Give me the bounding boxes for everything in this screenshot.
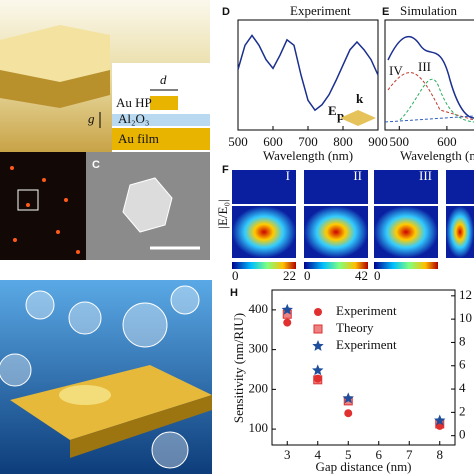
x-tick-label: 600 bbox=[437, 134, 457, 149]
x-tick-label: 4 bbox=[315, 447, 322, 462]
particles bbox=[10, 166, 80, 254]
y-tick-label: 300 bbox=[249, 341, 269, 356]
y2-tick-label: 10 bbox=[459, 310, 472, 325]
point bbox=[342, 392, 354, 404]
panel-label: E bbox=[382, 6, 389, 18]
colorbar-tick: 0 bbox=[374, 268, 381, 283]
bubbles bbox=[0, 285, 200, 469]
x-tick-label: 3 bbox=[284, 447, 291, 462]
point bbox=[312, 364, 324, 376]
point bbox=[313, 375, 323, 385]
x-axis-label: Gap distance (nm) bbox=[315, 459, 411, 474]
x-tick-label: 900 bbox=[368, 134, 388, 149]
sem-hexagon bbox=[122, 177, 173, 233]
inset-hp bbox=[150, 96, 178, 110]
al2o3-label: Al₂O₃ bbox=[118, 111, 149, 126]
k-label: k bbox=[356, 91, 364, 106]
zoom-box bbox=[17, 189, 39, 211]
mode-label: III bbox=[418, 59, 431, 74]
substrate-icon bbox=[340, 110, 376, 126]
y-tick-label: 400 bbox=[249, 301, 269, 316]
colorbar-tick: 22 bbox=[283, 268, 296, 283]
colorbar-title: |E/E₀| bbox=[215, 199, 230, 228]
point bbox=[281, 303, 293, 315]
x-tick-label: 8 bbox=[437, 447, 444, 462]
colorbar-tick: 0 bbox=[304, 268, 311, 283]
legend-label: Theory bbox=[336, 320, 374, 335]
y2-tick-label: 8 bbox=[459, 333, 466, 348]
substrate bbox=[10, 365, 212, 440]
x-tick-label: 500 bbox=[390, 134, 410, 149]
mode-label: II bbox=[353, 168, 362, 183]
y-tick-label: 200 bbox=[249, 380, 269, 395]
polarization-label: E bbox=[328, 103, 337, 118]
legend-marker bbox=[312, 340, 324, 351]
legend-marker bbox=[314, 308, 322, 316]
field-maps bbox=[232, 170, 474, 269]
sim-mode bbox=[399, 78, 474, 123]
inset-oxide bbox=[112, 114, 210, 126]
y2-tick-label: 0 bbox=[459, 427, 466, 442]
x-tick-label: 5 bbox=[345, 447, 352, 462]
au-film-label: Au film bbox=[118, 131, 159, 146]
d-label: d bbox=[160, 72, 167, 87]
x-tick-label: 500 bbox=[228, 134, 248, 149]
x-axis-label: Wavelength (nm) bbox=[400, 148, 474, 163]
hp bbox=[59, 385, 111, 405]
sim-title: Simulation bbox=[400, 3, 458, 18]
sim-frame bbox=[384, 19, 474, 131]
g-label: g bbox=[88, 111, 95, 126]
y2-tick-label: 2 bbox=[459, 403, 466, 418]
x-tick-label: 600 bbox=[263, 134, 283, 149]
x-tick-label: 700 bbox=[298, 134, 318, 149]
colorbar-tick: 0 bbox=[232, 268, 239, 283]
au-hp-label: Au HP bbox=[116, 95, 152, 110]
x-tick-label: 7 bbox=[406, 447, 413, 462]
mode-label: IV bbox=[389, 63, 403, 78]
panel-b-bg bbox=[0, 152, 86, 260]
point bbox=[434, 414, 446, 426]
legend-marker bbox=[313, 324, 323, 334]
legend-label: Experiment bbox=[336, 303, 397, 318]
y2-tick-label: 12 bbox=[459, 287, 472, 302]
hexagon-top bbox=[0, 25, 110, 82]
substrate-side bbox=[70, 395, 212, 458]
inset-film bbox=[112, 128, 210, 150]
colorbar-tick: 42 bbox=[355, 268, 368, 283]
mode-label: I bbox=[286, 168, 290, 183]
point bbox=[283, 318, 292, 327]
panel-label: D bbox=[222, 6, 230, 18]
point bbox=[344, 409, 353, 418]
sim-curve bbox=[387, 35, 474, 119]
sim-mode bbox=[387, 72, 474, 121]
y2-tick-label: 6 bbox=[459, 357, 466, 372]
hexagon-side bbox=[0, 70, 110, 108]
y2-tick-label: 4 bbox=[459, 380, 466, 395]
polarization-sub: p bbox=[337, 108, 344, 123]
spectrum-line bbox=[237, 34, 379, 112]
y-tick-label: 100 bbox=[249, 420, 269, 435]
h-frame bbox=[271, 289, 456, 446]
legend-label: Experiment bbox=[336, 337, 397, 352]
x-tick-label: 800 bbox=[333, 134, 353, 149]
x-axis-label: Wavelength (nm) bbox=[263, 148, 353, 163]
panel-label: C bbox=[92, 159, 100, 171]
mode-label: III bbox=[419, 168, 432, 183]
panel-label: H bbox=[230, 287, 238, 299]
plot-title: Experiment bbox=[290, 3, 351, 18]
panel-label: F bbox=[222, 164, 229, 176]
x-tick-label: 6 bbox=[376, 447, 383, 462]
y-axis-label: Sensitivity (nm/RIU) bbox=[231, 313, 246, 423]
